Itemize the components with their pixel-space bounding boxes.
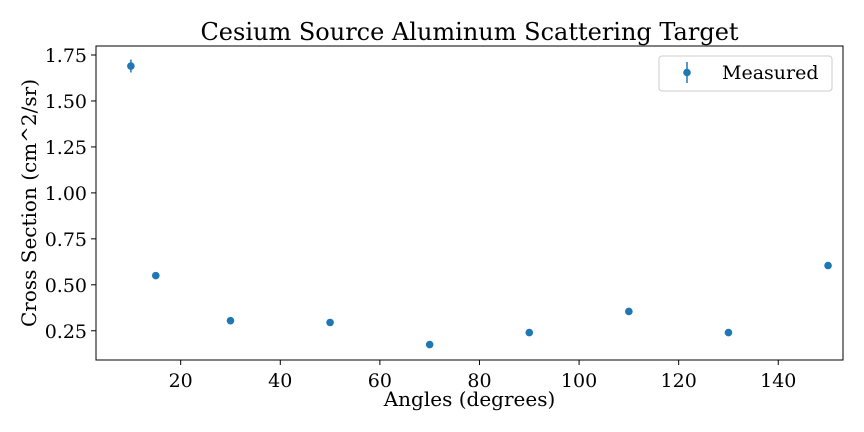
y-tick-label: 1.00	[45, 183, 87, 205]
legend-frame	[658, 55, 833, 92]
data-point	[525, 328, 534, 337]
plot-area	[95, 45, 844, 361]
x-tick-label: 80	[467, 370, 491, 392]
y-tick-label: 1.25	[45, 137, 87, 159]
data-point	[724, 328, 733, 337]
data-series-measured	[127, 59, 832, 349]
y-tick-label: 1.50	[45, 91, 87, 113]
x-tick-label: 140	[760, 370, 796, 392]
data-point	[151, 271, 160, 280]
x-tick-label: 120	[661, 370, 697, 392]
x-tick-label: 100	[561, 370, 597, 392]
x-tick-label: 20	[169, 370, 193, 392]
data-point	[226, 316, 235, 325]
data-point	[127, 62, 135, 70]
chart-title: Cesium Source Aluminum Scattering Target	[200, 18, 738, 46]
data-point	[625, 307, 633, 316]
x-tick-label: 40	[268, 370, 292, 392]
legend-label: Measured	[722, 62, 819, 84]
y-tick-label: 1.75	[45, 45, 87, 67]
y-tick-label: 0.25	[45, 321, 87, 343]
x-axis: 20 40 60 80 100 120 140	[169, 360, 796, 392]
legend: Measured	[658, 55, 833, 92]
legend-marker	[683, 68, 691, 77]
data-point	[326, 318, 334, 327]
y-tick-label: 0.75	[45, 229, 87, 251]
y-tick-label: 0.50	[45, 275, 87, 297]
data-point	[824, 261, 832, 270]
x-axis-label: Angles (degrees)	[383, 387, 556, 411]
y-axis: 0.25 0.50 0.75 1.00 1.25 1.50 1.75	[45, 45, 96, 343]
x-tick-label: 60	[368, 370, 392, 392]
data-point	[425, 340, 434, 349]
y-axis-label: Cross Section (cm^2/sr)	[17, 79, 41, 327]
